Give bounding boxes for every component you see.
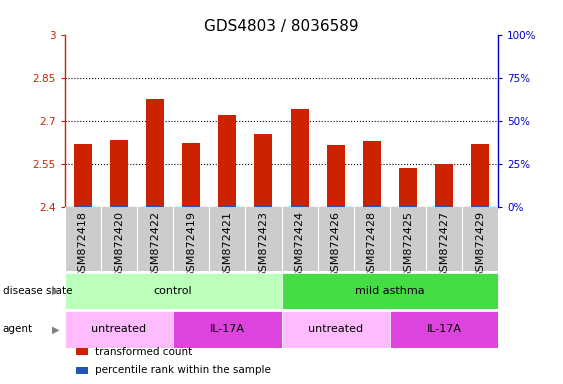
Bar <box>218 206 236 207</box>
Text: GSM872420: GSM872420 <box>114 210 124 278</box>
Bar <box>65 311 173 348</box>
Text: GSM872424: GSM872424 <box>294 210 305 279</box>
Bar <box>282 273 498 309</box>
Text: GSM872418: GSM872418 <box>78 210 88 278</box>
Text: control: control <box>154 286 193 296</box>
Bar <box>471 144 489 207</box>
Bar <box>399 206 417 207</box>
Text: GSM872426: GSM872426 <box>330 210 341 278</box>
Text: IL-17A: IL-17A <box>210 324 245 334</box>
Text: GSM872427: GSM872427 <box>439 210 449 279</box>
Bar <box>327 146 345 207</box>
Text: agent: agent <box>3 324 33 334</box>
Bar <box>110 206 128 207</box>
Bar <box>182 206 200 207</box>
Text: GSM872422: GSM872422 <box>150 210 160 279</box>
Text: GSM872425: GSM872425 <box>403 210 413 278</box>
Text: ▶: ▶ <box>52 286 59 296</box>
Text: GSM872429: GSM872429 <box>475 210 485 279</box>
Bar <box>146 206 164 207</box>
Text: GSM872423: GSM872423 <box>258 210 269 278</box>
Bar <box>65 273 282 309</box>
Bar <box>327 206 345 207</box>
Bar <box>282 311 390 348</box>
Bar <box>291 109 309 207</box>
Bar <box>110 140 128 207</box>
Bar <box>65 207 498 271</box>
Bar <box>399 169 417 207</box>
Bar <box>74 144 92 207</box>
Bar <box>218 115 236 207</box>
Text: untreated: untreated <box>308 324 363 334</box>
Text: GSM872419: GSM872419 <box>186 210 196 278</box>
Bar <box>291 206 309 207</box>
Bar <box>74 206 92 207</box>
Bar <box>363 206 381 207</box>
Text: untreated: untreated <box>91 324 146 334</box>
Text: mild asthma: mild asthma <box>355 286 425 296</box>
Bar <box>435 164 453 207</box>
Text: GDS4803 / 8036589: GDS4803 / 8036589 <box>204 19 359 34</box>
Bar <box>173 311 282 348</box>
Bar <box>435 206 453 207</box>
Text: disease state: disease state <box>3 286 72 296</box>
Text: GSM872428: GSM872428 <box>367 210 377 279</box>
Text: transformed count: transformed count <box>95 347 193 357</box>
Bar <box>182 142 200 207</box>
Bar <box>146 99 164 207</box>
Bar <box>254 206 272 207</box>
Bar <box>254 134 272 207</box>
Bar <box>390 311 498 348</box>
Bar <box>363 141 381 207</box>
Bar <box>471 206 489 207</box>
Text: percentile rank within the sample: percentile rank within the sample <box>95 365 271 375</box>
Text: IL-17A: IL-17A <box>427 324 462 334</box>
Text: ▶: ▶ <box>52 324 59 334</box>
Text: GSM872421: GSM872421 <box>222 210 233 278</box>
